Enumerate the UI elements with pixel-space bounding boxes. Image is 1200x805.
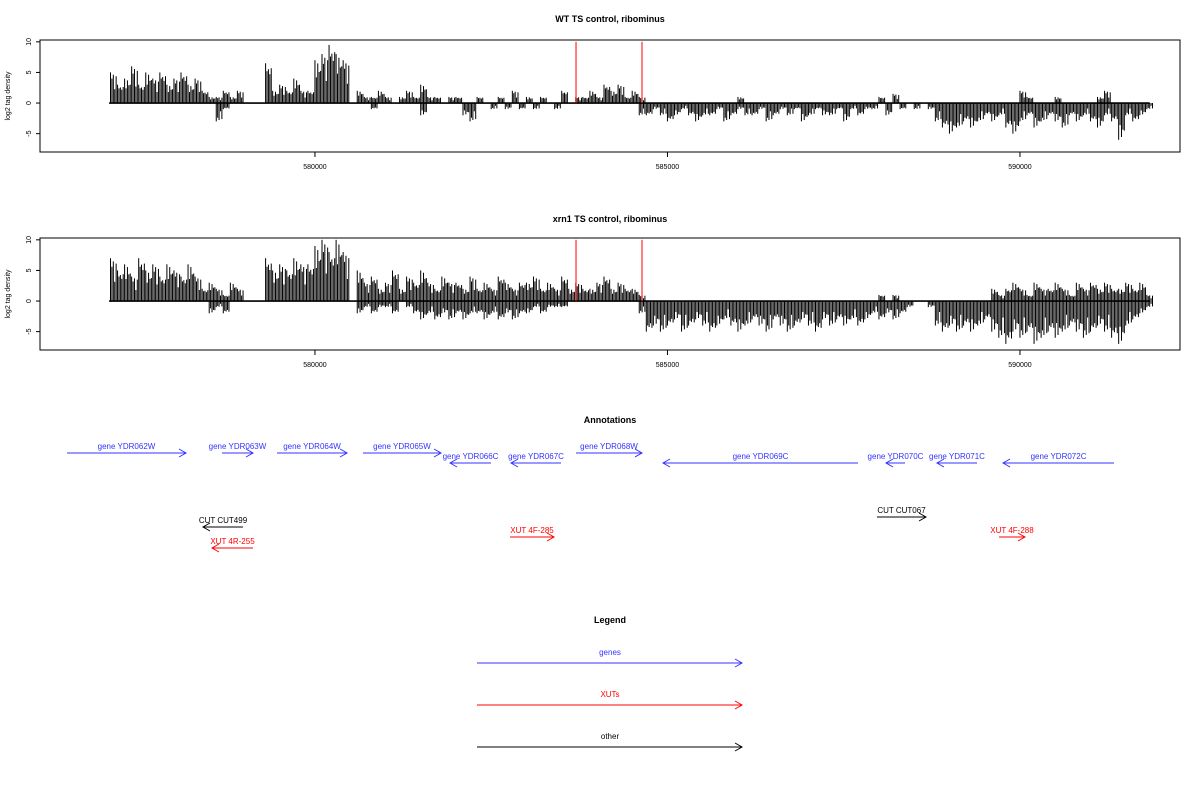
annotation-label: XUT 4R-255 [210,537,255,546]
annotation-label: CUT CUT499 [199,516,248,525]
annotation-feature: gene YDR066C [443,452,499,468]
arrow-head [918,512,927,522]
y-tick-label: 10 [26,236,33,244]
annotation-feature: gene YDR063W [209,442,267,458]
tracks: WT TS control, ribominus log2 tag density… [5,14,1181,369]
y-tick-label: -5 [26,130,33,136]
annotation-feature: XUT 4F-288 [990,526,1034,542]
arrow-head [449,458,458,468]
plot-frame [39,237,1181,351]
arrow-head [885,458,894,468]
x-tick-label: 580000 [303,362,326,369]
annotation-feature: CUT CUT067 [876,506,927,522]
annotations: gene YDR062W gene YDR063W gene YDR064W gene… [67,442,1115,553]
annotation-feature: gene YDR067C [508,452,564,468]
annotation-feature: gene YDR069C [662,452,859,468]
annotation-label: gene YDR071C [929,452,985,461]
annotation-feature: gene YDR072C [1002,452,1115,468]
arrow-head [546,532,556,542]
legend-label: other [601,732,620,741]
arrow-head [201,522,211,532]
annotation-label: XUT 4F-285 [510,526,554,535]
x-tick-label: 590000 [1008,164,1031,171]
annotation-label: gene YDR063W [209,442,267,451]
annotation-feature: CUT CUT499 [199,516,248,532]
arrow-head [935,458,945,468]
y-tick-label: 0 [26,101,33,105]
plot-frame [39,39,1181,153]
track-title: xrn1 TS control, ribominus [553,214,668,224]
y-tick-label: 10 [26,38,33,46]
arrow-head [510,458,519,468]
arrow-head [433,448,443,458]
arrow-head [178,448,188,458]
legend-entry-other: other [477,732,744,752]
annotation-feature: gene YDR070C [868,452,924,468]
annotation-label: CUT CUT067 [877,506,926,515]
x-tick-label: 585000 [656,164,679,171]
annotation-label: gene YDR072C [1031,452,1087,461]
annotation-label: gene YDR064W [283,442,341,451]
arrow-head [734,658,744,668]
track-1: xrn1 TS control, ribominus log2 tag densi… [5,214,1181,369]
legend-entry-XUTs: XUTs [477,690,744,710]
annotations-title: Annotations [584,415,637,425]
annotation-feature: gene YDR071C [929,452,985,468]
annotation-label: gene YDR070C [868,452,924,461]
y-tick-label: 5 [26,70,33,74]
y-tick-label: 5 [26,268,33,272]
annotation-feature: gene YDR065W [362,442,443,458]
legend-title: Legend [594,615,626,625]
x-tick-label: 585000 [656,362,679,369]
arrow-head [339,448,349,458]
y-tick-label: 0 [26,299,33,303]
track-0: WT TS control, ribominus log2 tag density… [5,14,1181,171]
annotation-feature: gene YDR068W [576,442,644,458]
annotation-feature: gene YDR064W [277,442,349,458]
annotation-label: gene YDR069C [733,452,789,461]
annotation-label: gene YDR065W [373,442,431,451]
legend-label: XUTs [600,690,619,699]
arrow-head [211,543,220,553]
legend: genes XUTs other [477,648,744,752]
annotation-label: gene YDR067C [508,452,564,461]
legend-label: genes [599,648,621,657]
y-axis-label: log2 tag density [5,71,12,121]
arrow-head [734,700,744,710]
arrow-head [662,458,671,468]
legend-entry-genes: genes [477,648,744,668]
annotation-feature: gene YDR062W [67,442,188,458]
arrow-head [245,448,254,458]
arrow-head [634,448,644,458]
track-title: WT TS control, ribominus [555,14,665,24]
arrow-head [734,742,744,752]
annotation-label: gene YDR062W [98,442,156,451]
annotation-label: gene YDR066C [443,452,499,461]
arrow-head [1002,458,1011,468]
annotation-label: XUT 4F-288 [990,526,1034,535]
annotation-feature: XUT 4R-255 [210,537,255,553]
x-tick-label: 580000 [303,164,326,171]
y-tick-label: -5 [26,328,33,334]
arrow-head [1017,532,1026,542]
annotation-feature: XUT 4F-285 [510,526,556,542]
x-tick-label: 590000 [1008,362,1031,369]
annotation-label: gene YDR068W [580,442,638,451]
y-axis-label: log2 tag density [5,269,12,319]
